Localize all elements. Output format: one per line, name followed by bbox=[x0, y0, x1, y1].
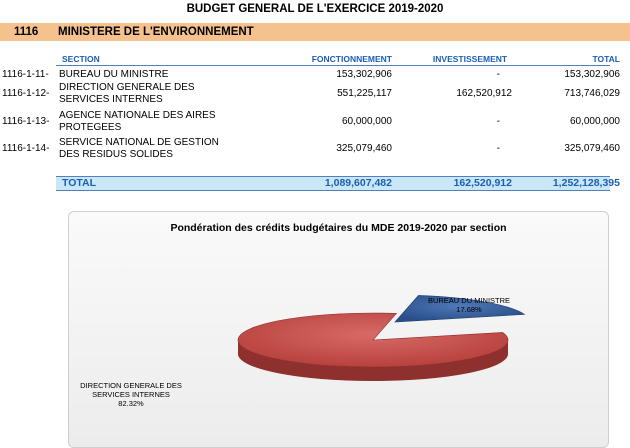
row-investissement: - bbox=[496, 69, 500, 80]
ministry-header: 1116 MINISTERE DE L'ENVIRONNEMENT bbox=[0, 23, 630, 41]
row-code: 1116-1-13- bbox=[2, 116, 50, 127]
row-code: 1116-1-14- bbox=[2, 143, 50, 154]
pie-chart bbox=[237, 295, 526, 381]
row-code: 1116-1-12- bbox=[2, 88, 50, 99]
header-section: SECTION bbox=[62, 54, 100, 64]
total-row: TOTAL 1,089,607,482 162,520,912 1,252,12… bbox=[56, 176, 620, 191]
row-section-name-cont: DES RESIDUS SOLIDES bbox=[59, 149, 173, 160]
pie-slices bbox=[237, 295, 526, 381]
row-fonctionnement: 551,225,117 bbox=[337, 88, 392, 99]
document-title: BUDGET GENERAL DE L'EXERCICE 2019-2020 bbox=[186, 3, 444, 15]
slice-label-bureau: BUREAU DU MINISTRE 17.68% bbox=[419, 296, 519, 314]
row-section-name: AGENCE NATIONALE DES AIRES bbox=[59, 110, 216, 121]
row-code: 1116-1-11- bbox=[2, 69, 49, 80]
header-divider bbox=[56, 65, 610, 66]
slice-name: DIRECTION GENERALE DES SERVICES INTERNES bbox=[80, 381, 182, 399]
total-investissement: 162,520,912 bbox=[453, 177, 512, 189]
total-fonctionnement: 1,089,607,482 bbox=[324, 177, 392, 189]
slice-name: BUREAU DU MINISTRE bbox=[427, 296, 511, 305]
row-section-name-cont: PROTEGEES bbox=[59, 122, 122, 133]
row-total: 153,302,906 bbox=[564, 69, 620, 80]
chart-title: Pondération des crédits budgétaires du M… bbox=[170, 222, 507, 234]
row-section-name: BUREAU DU MINISTRE bbox=[59, 69, 169, 80]
row-investissement: 162,520,912 bbox=[456, 88, 512, 99]
header-fonctionnement: FONCTIONNEMENT bbox=[311, 54, 392, 64]
row-total: 60,000,000 bbox=[569, 116, 620, 127]
row-fonctionnement: 153,302,906 bbox=[336, 69, 392, 80]
row-section-name-cont: SERVICES INTERNES bbox=[59, 94, 163, 105]
row-fonctionnement: 325,079,460 bbox=[336, 143, 392, 154]
pie-slice-dgsi bbox=[237, 312, 509, 368]
total-label: TOTAL bbox=[62, 177, 97, 189]
row-total: 713,746,029 bbox=[564, 88, 620, 99]
slice-percent: 82.32% bbox=[118, 399, 144, 408]
row-total: 325,079,460 bbox=[564, 143, 620, 154]
ministry-name: MINISTERE DE L'ENVIRONNEMENT bbox=[58, 26, 254, 38]
slice-label-dgsi: DIRECTION GENERALE DES SERVICES INTERNES… bbox=[79, 381, 183, 408]
pie-slice-bureau bbox=[394, 295, 526, 323]
row-fonctionnement: 60,000,000 bbox=[341, 116, 392, 127]
ministry-code: 1116 bbox=[14, 26, 39, 38]
chart-panel: Pondération des crédits budgétaires du M… bbox=[68, 211, 609, 448]
header-total: TOTAL bbox=[592, 54, 620, 64]
pie-slice-dgsi-side bbox=[238, 340, 508, 381]
header-investissement: INVESTISSEMENT bbox=[432, 54, 508, 64]
total-total: 1,252,128,395 bbox=[552, 177, 620, 189]
slice-percent: 17.68% bbox=[456, 305, 482, 314]
row-investissement: - bbox=[496, 116, 500, 127]
row-investissement: - bbox=[496, 143, 500, 154]
row-section-name: DIRECTION GENERALE DES bbox=[59, 82, 195, 93]
row-section-name: SERVICE NATIONAL DE GESTION bbox=[59, 137, 219, 148]
